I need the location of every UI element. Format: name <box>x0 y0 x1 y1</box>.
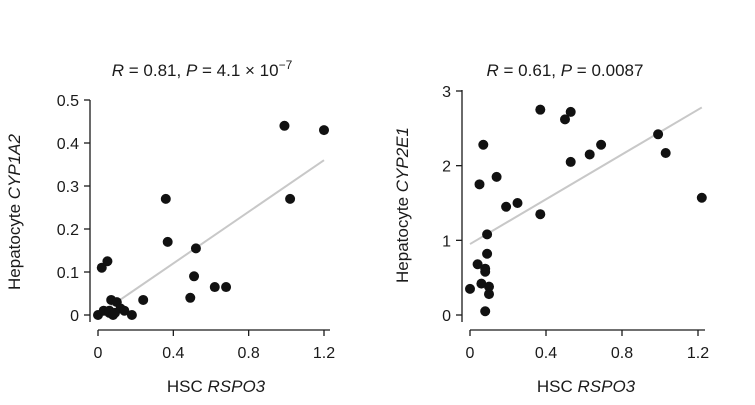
x-tick-label: 0.8 <box>611 345 633 362</box>
y-axis-title: Hepatocyte CYP2E1 <box>393 127 412 283</box>
x-ticks: 0 0.4 0.8 1.2 <box>466 330 709 362</box>
data-points <box>93 120 329 320</box>
data-point <box>209 282 220 293</box>
data-point <box>501 201 512 212</box>
data-point <box>584 149 595 160</box>
panel-cyp1a2: R = 0.81, P = 4.1 × 10−7 0 0.1 0.2 0.3 0.4 0.… <box>5 58 335 396</box>
x-tick-label: 0 <box>94 345 103 362</box>
data-point <box>565 156 576 167</box>
data-point <box>480 263 491 274</box>
data-point <box>484 281 494 292</box>
y-tick-label: 1 <box>442 233 451 250</box>
y-tick-label: 2 <box>442 159 451 176</box>
data-point <box>560 114 570 125</box>
data-point <box>491 171 502 182</box>
y-tick-label: 0.5 <box>57 93 79 110</box>
data-point <box>472 259 483 270</box>
y-tick-label: 3 <box>442 84 451 101</box>
data-point <box>319 125 329 136</box>
y-tick-label: 0 <box>442 308 451 325</box>
data-point <box>221 282 232 293</box>
fit-line <box>469 106 703 245</box>
data-point <box>476 278 487 289</box>
y-tick-label: 0.1 <box>57 265 79 282</box>
x-tick-label: 1.2 <box>687 345 709 362</box>
x-tick-label: 0.4 <box>162 345 184 362</box>
data-point <box>465 283 475 294</box>
x-axis-title: HSC RSPO3 <box>167 377 266 396</box>
y-tick-label: 0 <box>70 308 79 325</box>
data-point <box>474 179 485 190</box>
data-point <box>160 193 171 204</box>
data-point <box>484 289 494 300</box>
data-point <box>512 198 523 208</box>
data-point <box>126 310 137 320</box>
x-axis-title: HSC RSPO3 <box>537 377 636 396</box>
data-point <box>279 120 290 131</box>
data-point <box>119 305 130 316</box>
data-point <box>596 139 607 150</box>
x-tick-label: 0.4 <box>535 345 557 362</box>
data-point <box>696 192 707 203</box>
data-point <box>190 243 201 254</box>
y-ticks: 0 1 2 3 <box>442 84 462 325</box>
fit-line <box>97 159 325 316</box>
y-tick-label: 0.2 <box>57 222 79 239</box>
data-point <box>535 209 546 220</box>
x-tick-label: 1.2 <box>313 345 335 362</box>
y-tick-label: 0.3 <box>57 179 79 196</box>
data-point <box>565 106 576 117</box>
y-tick-label: 0.4 <box>57 136 79 153</box>
data-point <box>162 236 173 247</box>
data-point <box>102 256 113 267</box>
data-point <box>482 229 493 240</box>
data-point <box>480 306 491 317</box>
x-ticks: 0 0.4 0.8 1.2 <box>94 330 335 362</box>
data-point <box>96 262 107 273</box>
panel-cyp2e1: R = 0.61, P = 0.0087 0 1 2 3 0 0.4 0.8 1.2 HSC… <box>393 61 709 396</box>
data-point <box>189 271 200 282</box>
data-point <box>653 129 664 140</box>
stat-annotation: R = 0.61, P = 0.0087 <box>487 61 644 80</box>
x-tick-label: 0.8 <box>238 345 260 362</box>
data-point <box>185 292 196 303</box>
data-point <box>660 147 671 158</box>
y-ticks: 0 0.1 0.2 0.3 0.4 0.5 <box>57 93 90 325</box>
y-axis-title: Hepatocyte CYP1A2 <box>5 133 24 289</box>
x-tick-label: 0 <box>466 345 475 362</box>
data-points <box>465 104 707 317</box>
data-point <box>482 248 493 259</box>
data-point <box>285 193 296 204</box>
stat-annotation: R = 0.81, P = 4.1 × 10−7 <box>112 58 293 80</box>
data-point <box>478 139 489 150</box>
data-point <box>138 294 149 305</box>
data-point <box>535 104 546 115</box>
